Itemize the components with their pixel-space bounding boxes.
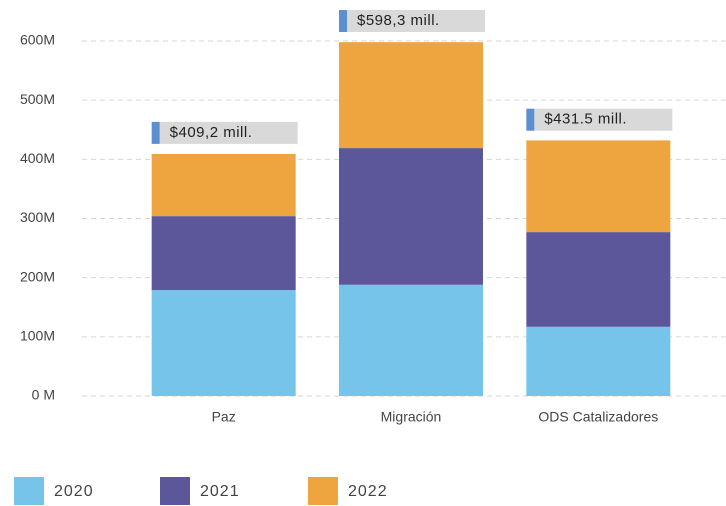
total-marker [151, 121, 160, 144]
y-tick-label: 0 M [32, 387, 55, 403]
y-tick-label: 100M [20, 328, 55, 344]
legend-label: 2021 [200, 483, 240, 500]
legend-label: 2022 [348, 483, 388, 500]
bar-segment [526, 232, 671, 327]
total-label-bg [534, 108, 673, 131]
legend-swatch [160, 477, 190, 505]
total-marker [339, 10, 347, 33]
x-tick-label: ODS Catalizadores [538, 409, 658, 425]
y-tick-label: 500M [20, 91, 55, 107]
total-label-bg [347, 10, 485, 33]
bar-segment [526, 326, 671, 396]
y-tick-label: 600M [20, 32, 55, 48]
x-tick-label: Migración [381, 409, 442, 425]
bar-segment [151, 290, 296, 396]
total-marker [526, 108, 535, 131]
bar-segment [339, 42, 483, 149]
total-label: $431.5 mill. [544, 111, 627, 128]
y-tick-label: 300M [20, 209, 55, 225]
bar-segment [151, 154, 296, 217]
x-tick-label: Paz [212, 409, 236, 425]
bar-segment [339, 148, 483, 285]
total-label: $409,2 mill. [170, 124, 253, 141]
total-label: $598,3 mill. [357, 12, 440, 29]
bar-segment [339, 284, 483, 396]
bar-segment [151, 216, 296, 291]
y-tick-label: 400M [20, 150, 55, 166]
total-label-bg [159, 121, 298, 144]
bar-segment [526, 140, 671, 233]
legend-swatch [308, 477, 338, 505]
legend-swatch [14, 477, 44, 505]
y-tick-label: 200M [20, 268, 55, 284]
legend-label: 2020 [54, 483, 94, 500]
